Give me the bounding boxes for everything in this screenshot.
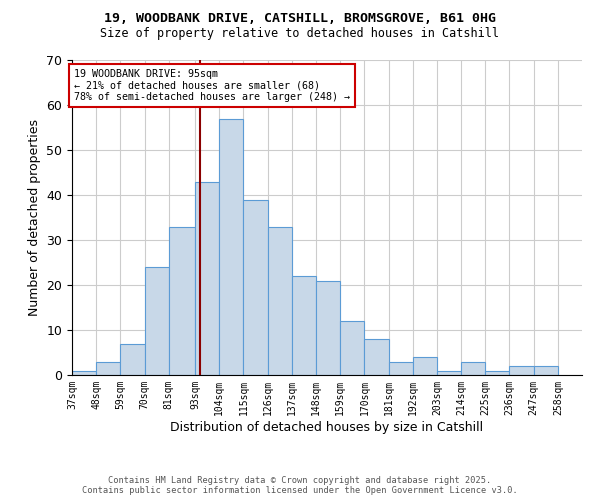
Bar — [485, 370, 509, 375]
Bar — [268, 226, 292, 375]
Bar — [509, 366, 533, 375]
Bar — [195, 182, 219, 375]
Bar — [169, 226, 195, 375]
Bar — [533, 366, 558, 375]
X-axis label: Distribution of detached houses by size in Catshill: Distribution of detached houses by size … — [170, 420, 484, 434]
Bar — [389, 362, 413, 375]
Bar — [316, 280, 340, 375]
Bar — [437, 370, 461, 375]
Text: 19 WOODBANK DRIVE: 95sqm
← 21% of detached houses are smaller (68)
78% of semi-d: 19 WOODBANK DRIVE: 95sqm ← 21% of detach… — [74, 69, 350, 102]
Bar — [364, 339, 389, 375]
Bar — [340, 321, 364, 375]
Bar — [121, 344, 145, 375]
Text: Contains HM Land Registry data © Crown copyright and database right 2025.
Contai: Contains HM Land Registry data © Crown c… — [82, 476, 518, 495]
Text: 19, WOODBANK DRIVE, CATSHILL, BROMSGROVE, B61 0HG: 19, WOODBANK DRIVE, CATSHILL, BROMSGROVE… — [104, 12, 496, 26]
Bar — [244, 200, 268, 375]
Bar — [96, 362, 121, 375]
Bar — [292, 276, 316, 375]
Bar — [461, 362, 485, 375]
Bar — [145, 267, 169, 375]
Bar — [413, 357, 437, 375]
Y-axis label: Number of detached properties: Number of detached properties — [28, 119, 41, 316]
Bar — [219, 118, 244, 375]
Text: Size of property relative to detached houses in Catshill: Size of property relative to detached ho… — [101, 28, 499, 40]
Bar — [72, 370, 96, 375]
